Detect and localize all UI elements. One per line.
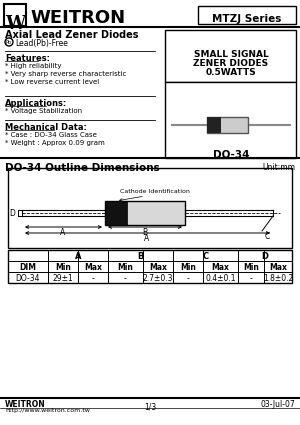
- Text: B: B: [137, 252, 144, 261]
- Text: Max: Max: [212, 263, 230, 272]
- Text: * Very sharp reverse characteristic: * Very sharp reverse characteristic: [5, 71, 126, 77]
- Text: 0.4±0.1: 0.4±0.1: [205, 274, 236, 283]
- Text: D: D: [262, 252, 268, 261]
- Text: * Low reverse current level: * Low reverse current level: [5, 79, 99, 85]
- Bar: [207, 117, 248, 133]
- Text: Axial Lead Zener Diodes: Axial Lead Zener Diodes: [5, 30, 139, 40]
- Text: -: -: [124, 274, 127, 283]
- Text: -: -: [92, 274, 94, 283]
- Text: * Voltage Stabilization: * Voltage Stabilization: [5, 108, 82, 114]
- Text: Min: Min: [55, 263, 71, 272]
- Text: 1/3: 1/3: [144, 402, 156, 411]
- Text: Max: Max: [84, 263, 102, 272]
- Text: B: B: [142, 228, 148, 237]
- Text: 03-Jul-07: 03-Jul-07: [260, 400, 295, 409]
- Text: -: -: [187, 274, 189, 283]
- Bar: [165, 30, 296, 82]
- Text: A: A: [60, 228, 66, 237]
- Text: -: -: [250, 274, 252, 283]
- Bar: [105, 201, 127, 225]
- Text: MTZJ Series: MTZJ Series: [212, 14, 282, 24]
- Text: ZENER DIODES: ZENER DIODES: [194, 59, 268, 68]
- Bar: [4, 4, 26, 26]
- Text: SMALL SIGNAL: SMALL SIGNAL: [194, 50, 268, 59]
- Bar: [165, 82, 296, 158]
- Text: DO-34: DO-34: [16, 274, 40, 283]
- Text: D: D: [9, 209, 15, 218]
- Text: WEITRON: WEITRON: [5, 400, 46, 409]
- Text: 1.8±0.2: 1.8±0.2: [263, 274, 293, 283]
- Bar: [198, 6, 296, 24]
- Text: Features:: Features:: [5, 54, 50, 63]
- Text: C: C: [265, 232, 270, 241]
- Text: * Case : DO-34 Glass Case: * Case : DO-34 Glass Case: [5, 132, 97, 138]
- Text: Unit:mm: Unit:mm: [262, 163, 295, 172]
- Text: * Weight : Approx 0.09 gram: * Weight : Approx 0.09 gram: [5, 140, 105, 146]
- Bar: [105, 201, 185, 225]
- Text: 29±1: 29±1: [52, 274, 74, 283]
- Text: 2.7±0.3: 2.7±0.3: [143, 274, 173, 283]
- Text: Cathode Identification: Cathode Identification: [120, 189, 190, 194]
- Bar: [207, 117, 221, 133]
- Text: Lead(Pb)-Free: Lead(Pb)-Free: [15, 39, 68, 48]
- Text: 0.5WATTS: 0.5WATTS: [206, 68, 256, 77]
- Text: Min: Min: [243, 263, 259, 272]
- Text: Max: Max: [269, 263, 287, 272]
- Text: WEITRON: WEITRON: [30, 9, 125, 27]
- Text: A: A: [75, 252, 81, 261]
- Text: DIM: DIM: [20, 263, 37, 272]
- Text: Pb: Pb: [6, 40, 12, 45]
- Text: http://www.weitron.com.tw: http://www.weitron.com.tw: [5, 408, 90, 413]
- Text: C: C: [202, 252, 208, 261]
- Text: A: A: [144, 234, 150, 243]
- Text: Min: Min: [180, 263, 196, 272]
- Text: Mechanical Data:: Mechanical Data:: [5, 123, 87, 132]
- Bar: [8, 250, 292, 283]
- Text: DO-34 Outline Dimensions: DO-34 Outline Dimensions: [5, 163, 160, 173]
- Text: * High reliability: * High reliability: [5, 63, 62, 69]
- Bar: [8, 168, 292, 248]
- Text: Min: Min: [118, 263, 134, 272]
- Text: DO-34: DO-34: [213, 150, 249, 160]
- Text: Applications:: Applications:: [5, 99, 67, 108]
- Text: Max: Max: [149, 263, 167, 272]
- Text: W: W: [5, 15, 25, 33]
